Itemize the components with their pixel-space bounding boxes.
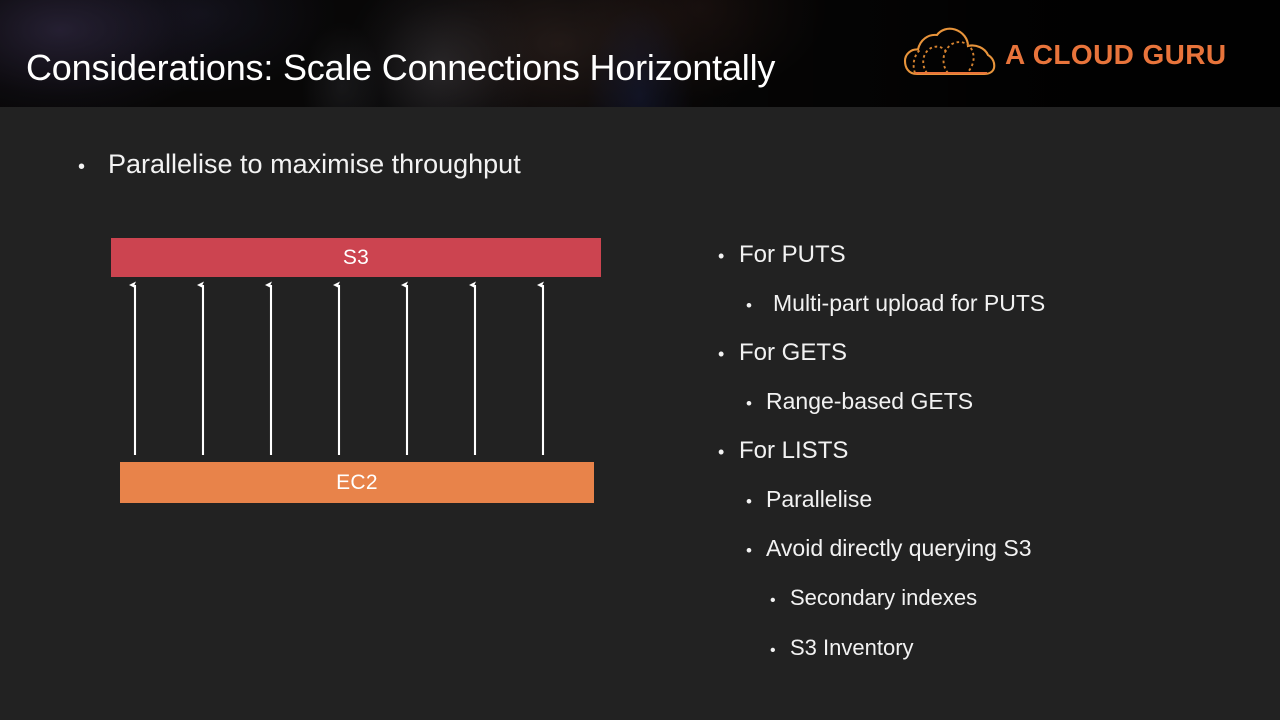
list-item-label: For GETS (739, 339, 848, 366)
list-item: • Range-based GETS (718, 378, 1238, 427)
headline-bullet: • Parallelise to maximise throughput (78, 146, 521, 185)
node-ec2-label: EC2 (336, 470, 378, 494)
cloud-outline-icon (903, 27, 996, 76)
node-s3: S3 (111, 238, 601, 277)
bullet-icon: • (718, 246, 725, 266)
bullet-icon: • (78, 156, 86, 178)
list-item: • Parallelise (718, 476, 1238, 525)
node-s3-label: S3 (342, 245, 370, 269)
slide-header: Considerations: Scale Connections Horizo… (0, 0, 1280, 107)
bullet-icon: • (718, 442, 725, 462)
list-item: • For GETS (718, 329, 1238, 378)
bullet-icon: • (746, 541, 752, 560)
right-bullet-list: • For PUTS • Multi-part upload for PUTS • For… (718, 231, 1238, 674)
list-item-label: For LISTS (739, 437, 849, 464)
bullet-icon: • (770, 592, 776, 609)
list-item-label: Secondary indexes (790, 585, 978, 610)
list-item: • Avoid directly querying S3 (718, 525, 1238, 574)
bullet-icon: • (746, 492, 752, 511)
brand-logo-text: A CLOUD GURU (1005, 39, 1227, 70)
node-ec2: EC2 (120, 462, 594, 503)
page-title: Considerations: Scale Connections Horizo… (26, 47, 776, 88)
bullet-icon: • (770, 642, 776, 659)
brand-logo: A CLOUD GURU (903, 24, 1227, 86)
list-item: • S3 Inventory (718, 624, 1238, 674)
headline-text: Parallelise to maximise throughput (108, 149, 521, 179)
bullet-icon: • (746, 394, 752, 413)
bullet-icon: • (746, 296, 752, 315)
list-item-label: Range-based GETS (766, 388, 974, 414)
list-item: • For PUTS (718, 231, 1238, 280)
list-item-label: S3 Inventory (790, 635, 914, 660)
list-item: • For LISTS (718, 427, 1238, 476)
list-item: • Multi-part upload for PUTS (718, 280, 1238, 329)
list-item-label: For PUTS (739, 241, 846, 268)
list-item-label: Parallelise (766, 486, 873, 512)
bullet-icon: • (718, 344, 725, 364)
list-item-label: Multi-part upload for PUTS (773, 290, 1046, 316)
header-photo-dim-overlay (0, 0, 1280, 107)
list-item: • Secondary indexes (718, 574, 1238, 624)
list-item-label: Avoid directly querying S3 (766, 535, 1032, 561)
